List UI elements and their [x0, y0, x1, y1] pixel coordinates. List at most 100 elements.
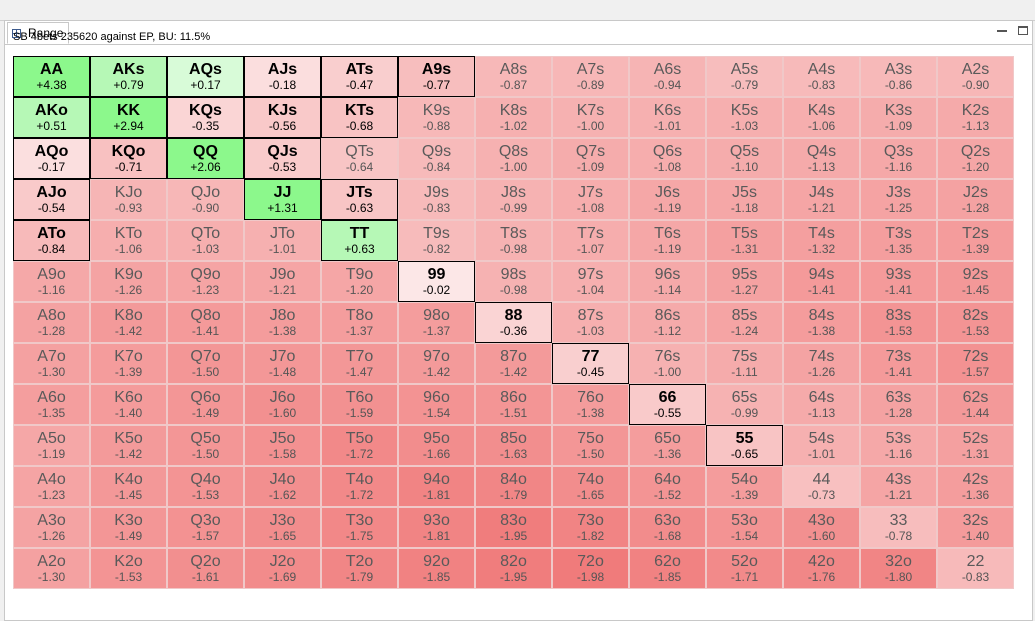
- range-cell[interactable]: KTo -1.06: [90, 220, 167, 261]
- range-cell[interactable]: JJ +1.31: [244, 179, 321, 220]
- range-cell[interactable]: 97o -1.42: [398, 343, 475, 384]
- range-cell[interactable]: 85o -1.63: [475, 425, 552, 466]
- range-cell[interactable]: Q4o -1.53: [167, 466, 244, 507]
- range-cell[interactable]: 62s -1.44: [937, 384, 1014, 425]
- range-cell[interactable]: K8o -1.42: [90, 302, 167, 343]
- range-cell[interactable]: TT +0.63: [321, 220, 398, 261]
- range-cell[interactable]: Q6s -1.08: [629, 138, 706, 179]
- range-cell[interactable]: JTs -0.63: [321, 179, 398, 220]
- range-cell[interactable]: KTs -0.68: [321, 97, 398, 138]
- range-cell[interactable]: 76o -1.38: [552, 384, 629, 425]
- range-cell[interactable]: ATo -0.84: [13, 220, 90, 261]
- range-cell[interactable]: 85s -1.24: [706, 302, 783, 343]
- range-cell[interactable]: A8s -0.87: [475, 56, 552, 97]
- range-cell[interactable]: 83o -1.95: [475, 507, 552, 548]
- range-cell[interactable]: 55 -0.65: [706, 425, 783, 466]
- maximize-icon[interactable]: [1018, 26, 1028, 35]
- range-cell[interactable]: A3o -1.26: [13, 507, 90, 548]
- range-cell[interactable]: Q8s -1.00: [475, 138, 552, 179]
- range-cell[interactable]: KK +2.94: [90, 97, 167, 138]
- range-cell[interactable]: A9s -0.77: [398, 56, 475, 97]
- range-cell[interactable]: T3o -1.75: [321, 507, 398, 548]
- range-cell[interactable]: K6s -1.01: [629, 97, 706, 138]
- range-cell[interactable]: K8s -1.02: [475, 97, 552, 138]
- range-cell[interactable]: K6o -1.40: [90, 384, 167, 425]
- range-cell[interactable]: 77 -0.45: [552, 343, 629, 384]
- range-cell[interactable]: K9s -0.88: [398, 97, 475, 138]
- range-cell[interactable]: KQs -0.35: [167, 97, 244, 138]
- range-cell[interactable]: AQs +0.17: [167, 56, 244, 97]
- range-cell[interactable]: QTo -1.03: [167, 220, 244, 261]
- range-cell[interactable]: 73s -1.41: [860, 343, 937, 384]
- range-cell[interactable]: J6o -1.60: [244, 384, 321, 425]
- range-cell[interactable]: K7s -1.00: [552, 97, 629, 138]
- range-cell[interactable]: T4o -1.72: [321, 466, 398, 507]
- range-cell[interactable]: T2s -1.39: [937, 220, 1014, 261]
- range-cell[interactable]: 73o -1.82: [552, 507, 629, 548]
- range-cell[interactable]: 92s -1.45: [937, 261, 1014, 302]
- range-cell[interactable]: QJs -0.53: [244, 138, 321, 179]
- range-cell[interactable]: Q7o -1.50: [167, 343, 244, 384]
- range-cell[interactable]: 96s -1.14: [629, 261, 706, 302]
- range-cell[interactable]: K5s -1.03: [706, 97, 783, 138]
- range-cell[interactable]: Q8o -1.41: [167, 302, 244, 343]
- range-cell[interactable]: 87o -1.42: [475, 343, 552, 384]
- range-cell[interactable]: 93s -1.41: [860, 261, 937, 302]
- range-cell[interactable]: Q6o -1.49: [167, 384, 244, 425]
- range-cell[interactable]: 32o -1.80: [860, 548, 937, 589]
- range-cell[interactable]: QQ +2.06: [167, 138, 244, 179]
- range-cell[interactable]: 95s -1.27: [706, 261, 783, 302]
- range-cell[interactable]: A5s -0.79: [706, 56, 783, 97]
- range-cell[interactable]: Q2o -1.61: [167, 548, 244, 589]
- range-cell[interactable]: 98s -0.98: [475, 261, 552, 302]
- range-cell[interactable]: T4s -1.32: [783, 220, 860, 261]
- range-cell[interactable]: 88 -0.36: [475, 302, 552, 343]
- range-cell[interactable]: AKo +0.51: [13, 97, 90, 138]
- range-cell[interactable]: T3s -1.35: [860, 220, 937, 261]
- range-cell[interactable]: J5o -1.58: [244, 425, 321, 466]
- range-cell[interactable]: Q5s -1.10: [706, 138, 783, 179]
- range-cell[interactable]: J9o -1.21: [244, 261, 321, 302]
- range-cell[interactable]: 97s -1.04: [552, 261, 629, 302]
- range-cell[interactable]: A6s -0.94: [629, 56, 706, 97]
- range-cell[interactable]: ATs -0.47: [321, 56, 398, 97]
- range-cell[interactable]: 22 -0.83: [937, 548, 1014, 589]
- range-cell[interactable]: 64s -1.13: [783, 384, 860, 425]
- range-cell[interactable]: AJs -0.18: [244, 56, 321, 97]
- range-cell[interactable]: 87s -1.03: [552, 302, 629, 343]
- range-cell[interactable]: 86s -1.12: [629, 302, 706, 343]
- range-cell[interactable]: 84s -1.38: [783, 302, 860, 343]
- range-cell[interactable]: K9o -1.26: [90, 261, 167, 302]
- range-cell[interactable]: 86o -1.51: [475, 384, 552, 425]
- range-cell[interactable]: 66 -0.55: [629, 384, 706, 425]
- range-cell[interactable]: 64o -1.52: [629, 466, 706, 507]
- range-cell[interactable]: T9s -0.82: [398, 220, 475, 261]
- range-cell[interactable]: A4o -1.23: [13, 466, 90, 507]
- range-cell[interactable]: T7o -1.47: [321, 343, 398, 384]
- tab-range[interactable]: Range: [7, 22, 69, 44]
- range-cell[interactable]: 43o -1.60: [783, 507, 860, 548]
- range-cell[interactable]: 52o -1.71: [706, 548, 783, 589]
- minimize-icon[interactable]: [997, 26, 1007, 32]
- range-cell[interactable]: 94o -1.81: [398, 466, 475, 507]
- range-cell[interactable]: K5o -1.42: [90, 425, 167, 466]
- range-cell[interactable]: A7o -1.30: [13, 343, 90, 384]
- range-cell[interactable]: 74o -1.65: [552, 466, 629, 507]
- range-cell[interactable]: AJo -0.54: [13, 179, 90, 220]
- range-cell[interactable]: 75o -1.50: [552, 425, 629, 466]
- range-cell[interactable]: QJo -0.90: [167, 179, 244, 220]
- range-cell[interactable]: 65o -1.36: [629, 425, 706, 466]
- range-cell[interactable]: T6o -1.59: [321, 384, 398, 425]
- range-cell[interactable]: A3s -0.86: [860, 56, 937, 97]
- range-cell[interactable]: A5o -1.19: [13, 425, 90, 466]
- range-cell[interactable]: 83s -1.53: [860, 302, 937, 343]
- range-cell[interactable]: 82o -1.95: [475, 548, 552, 589]
- range-cell[interactable]: T7s -1.07: [552, 220, 629, 261]
- range-cell[interactable]: Q3s -1.16: [860, 138, 937, 179]
- range-cell[interactable]: 95o -1.66: [398, 425, 475, 466]
- range-cell[interactable]: 72o -1.98: [552, 548, 629, 589]
- range-cell[interactable]: T9o -1.20: [321, 261, 398, 302]
- range-cell[interactable]: K7o -1.39: [90, 343, 167, 384]
- range-cell[interactable]: 62o -1.85: [629, 548, 706, 589]
- range-cell[interactable]: A2o -1.30: [13, 548, 90, 589]
